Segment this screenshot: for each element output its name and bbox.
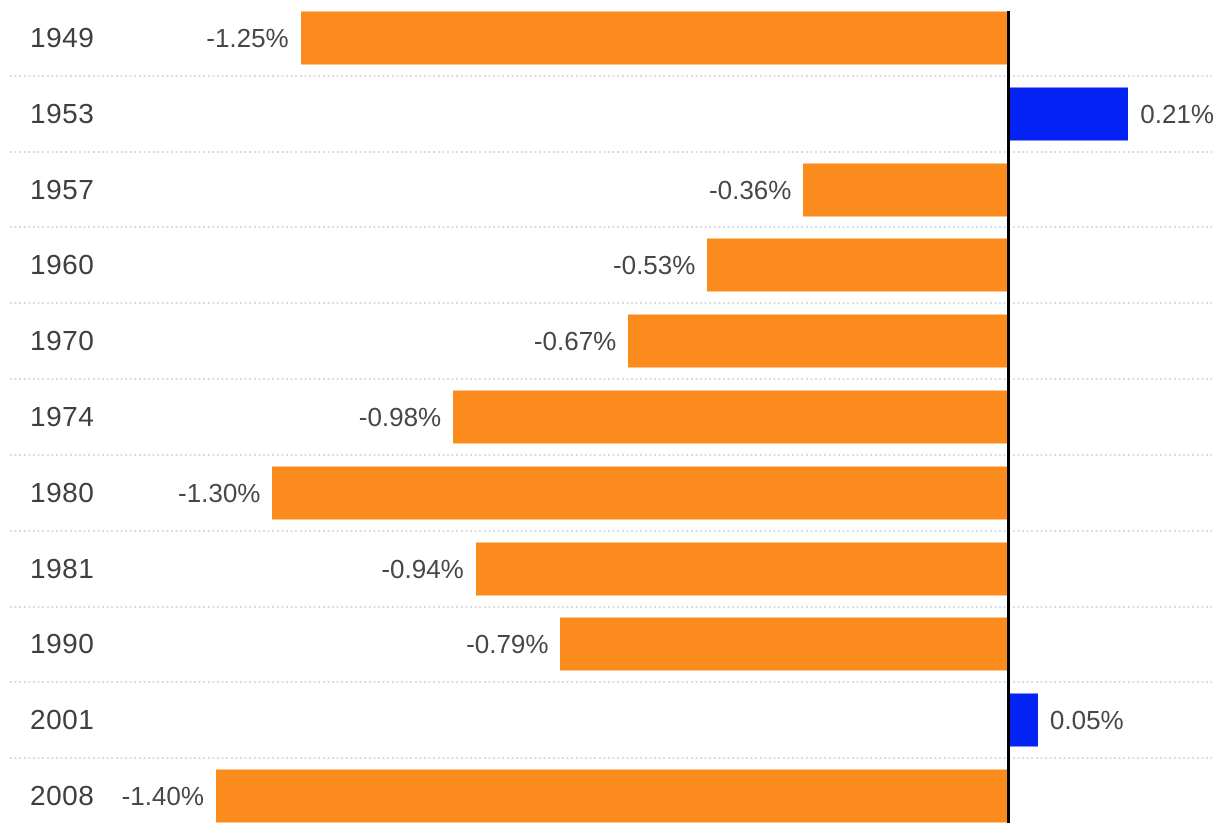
category-label: 1980 — [30, 476, 95, 508]
chart-row: 1974 -0.98% — [0, 379, 1220, 456]
value-label: -0.36% — [708, 174, 792, 205]
value-label: -0.98% — [358, 401, 442, 432]
category-label: 2001 — [30, 704, 95, 736]
category-label: 1957 — [30, 173, 95, 205]
bar-negative — [453, 390, 1007, 444]
value-label: -0.94% — [381, 553, 464, 584]
category-label: 1974 — [30, 400, 95, 432]
value-label: -1.25% — [206, 22, 289, 53]
category-label: 1960 — [30, 249, 95, 281]
chart-row: 2008 -1.40% — [0, 758, 1220, 834]
value-label: -1.40% — [121, 781, 204, 812]
bar-negative — [560, 617, 1007, 671]
category-label: 1970 — [30, 325, 95, 357]
chart-row: 1957 -0.36% — [0, 152, 1220, 229]
category-label: 1990 — [30, 628, 95, 660]
chart-row: 1953 0.21% — [0, 76, 1220, 153]
category-label: 2008 — [30, 780, 95, 812]
category-label: 1981 — [30, 552, 95, 584]
chart-row: 1981 -0.94% — [0, 531, 1220, 608]
bar-negative — [300, 11, 1007, 65]
bar-negative — [475, 542, 1007, 596]
chart-row: 1980 -1.30% — [0, 455, 1220, 532]
bar-negative — [803, 163, 1007, 217]
value-label: 0.21% — [1140, 98, 1215, 129]
category-label: 1953 — [30, 97, 95, 129]
value-label: 0.05% — [1049, 705, 1124, 736]
zero-axis-line — [1006, 11, 1010, 823]
value-label: -0.53% — [612, 250, 696, 281]
bar-negative — [707, 238, 1007, 292]
value-label: -1.30% — [178, 477, 261, 508]
chart-row: 1990 -0.79% — [0, 607, 1220, 684]
value-label: -0.67% — [533, 326, 617, 357]
chart-row: 1960 -0.53% — [0, 227, 1220, 305]
chart-row: 1970 -0.67% — [0, 303, 1220, 381]
bar-negative — [628, 314, 1007, 368]
bar-negative — [272, 466, 1007, 520]
value-label: -0.79% — [466, 629, 549, 660]
bar-negative — [215, 769, 1007, 823]
chart-row: 2001 0.05% — [0, 682, 1220, 760]
category-label: 1949 — [30, 21, 95, 53]
bar-positive — [1009, 87, 1129, 141]
chart-row: 1949 -1.25% — [0, 0, 1220, 77]
bar-positive — [1009, 693, 1038, 747]
